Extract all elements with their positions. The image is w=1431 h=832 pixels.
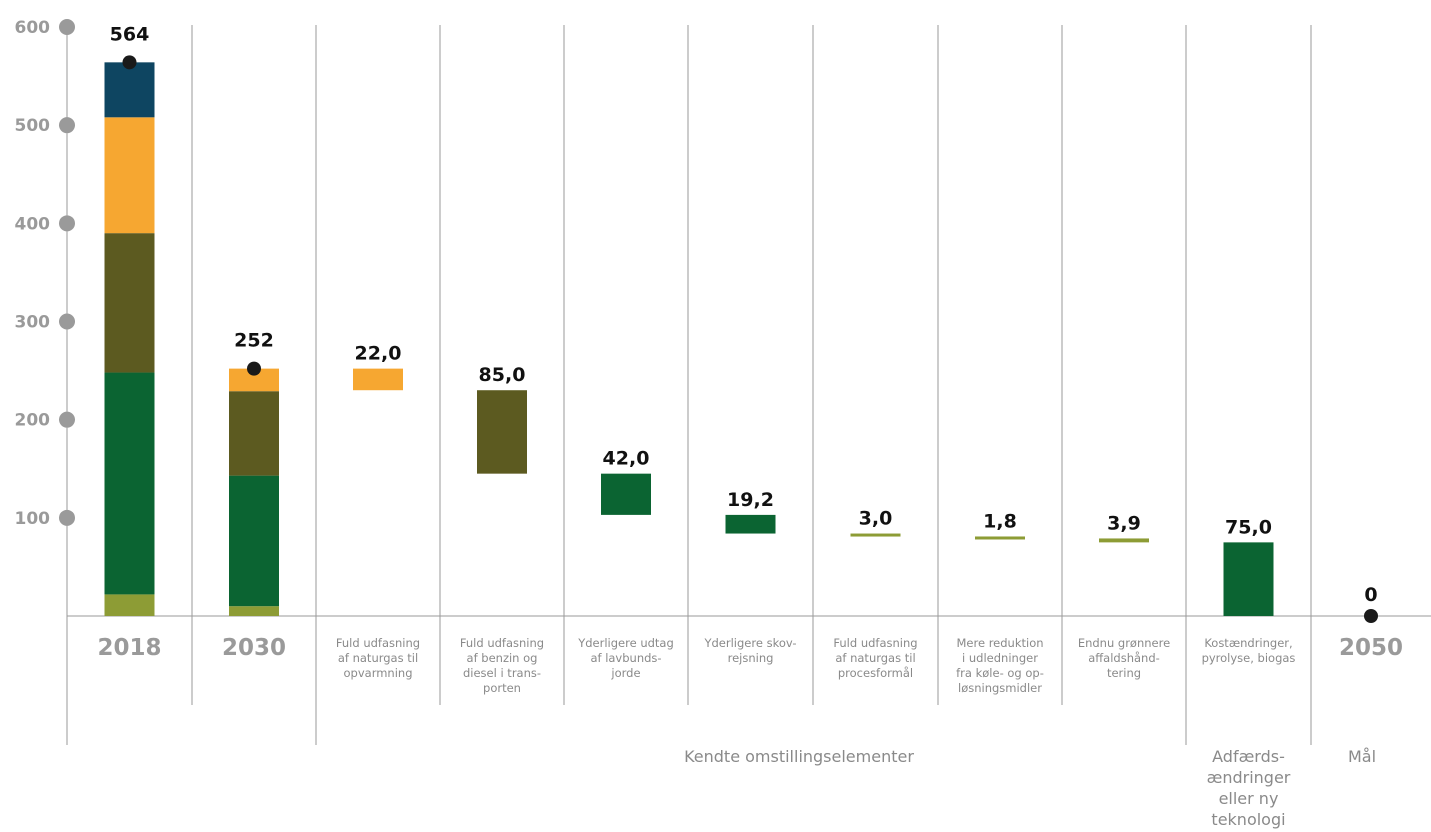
step-bar bbox=[1223, 542, 1274, 616]
step-value-label: 22,0 bbox=[355, 343, 402, 365]
step-description: Yderligere udtag bbox=[577, 636, 674, 650]
step-description: procesformål bbox=[838, 666, 913, 680]
step-description: i udledninger bbox=[962, 651, 1038, 665]
step-description: Mere reduktion bbox=[956, 636, 1043, 650]
stack-segment bbox=[104, 117, 155, 234]
step-description: tering bbox=[1107, 666, 1141, 680]
step-description: diesel i trans- bbox=[463, 666, 541, 680]
step-description: rejsning bbox=[728, 651, 774, 665]
step-bar bbox=[725, 514, 776, 534]
goal-label: 2050 bbox=[1339, 635, 1403, 661]
bars bbox=[104, 55, 1378, 623]
y-tick-dot bbox=[59, 19, 75, 35]
step-value-label: 85,0 bbox=[479, 364, 526, 386]
goal-value-label: 0 bbox=[1364, 584, 1377, 606]
y-tick-dot bbox=[59, 509, 75, 526]
step-description: Fuld udfasning bbox=[336, 636, 420, 650]
y-tick-dot bbox=[59, 313, 75, 330]
step-description: Fuld udfasning bbox=[460, 636, 544, 650]
y-tick-label: 600 bbox=[15, 18, 51, 38]
y-tick-label: 400 bbox=[15, 214, 51, 234]
y-tick-dot bbox=[59, 215, 75, 232]
stack-segment bbox=[229, 475, 279, 607]
step-value-label: 42,0 bbox=[603, 448, 650, 470]
step-value-label: 3,0 bbox=[859, 508, 893, 530]
stack-segment bbox=[229, 368, 279, 392]
step-description: jorde bbox=[610, 666, 640, 680]
total-label: 564 bbox=[110, 23, 150, 45]
y-tick-label: 300 bbox=[15, 313, 51, 333]
y-tick-dot bbox=[59, 117, 75, 134]
step-value-label: 1,8 bbox=[983, 510, 1017, 532]
step-value-label: 75,0 bbox=[1225, 516, 1272, 538]
group-label: eller ny bbox=[1219, 789, 1279, 808]
step-description: Fuld udfasning bbox=[833, 636, 917, 650]
step-bar bbox=[1099, 538, 1149, 543]
step-description: Endnu grønnere bbox=[1078, 636, 1170, 650]
goal-marker bbox=[1364, 609, 1378, 623]
step-description: af benzin og bbox=[467, 651, 538, 665]
stack-segment bbox=[104, 233, 155, 373]
stack-segment bbox=[104, 372, 155, 595]
step-bar bbox=[353, 368, 403, 391]
grid-lines bbox=[66, 25, 1431, 745]
group-label: Adfærds- bbox=[1212, 747, 1285, 766]
group-label: teknologi bbox=[1211, 810, 1285, 829]
step-description: fra køle- og op- bbox=[956, 666, 1044, 680]
step-description: af naturgas til bbox=[835, 651, 915, 665]
step-bar bbox=[850, 533, 901, 537]
category-label: 2018 bbox=[97, 635, 161, 661]
stack-segment bbox=[104, 62, 155, 118]
step-bar bbox=[975, 536, 1025, 540]
step-bar bbox=[601, 473, 651, 515]
y-tick-label: 500 bbox=[15, 116, 51, 136]
total-marker bbox=[247, 361, 261, 376]
step-bar bbox=[477, 390, 527, 474]
step-description: porten bbox=[483, 681, 521, 695]
total-marker bbox=[122, 55, 137, 70]
step-value-label: 3,9 bbox=[1107, 512, 1141, 534]
step-value-label: 19,2 bbox=[727, 489, 774, 511]
step-description: opvarmning bbox=[344, 666, 413, 680]
step-description: affaldshånd- bbox=[1088, 651, 1160, 665]
step-description: af lavbunds- bbox=[590, 651, 661, 665]
step-description: af naturgas til bbox=[338, 651, 418, 665]
group-label: Mål bbox=[1348, 747, 1376, 766]
step-description: løsningsmidler bbox=[958, 681, 1042, 695]
y-tick-label: 200 bbox=[15, 411, 51, 431]
y-tick-label: 100 bbox=[15, 509, 51, 529]
stack-segment bbox=[104, 594, 155, 616]
category-label: 2030 bbox=[222, 635, 286, 661]
group-label: ændringer bbox=[1207, 768, 1291, 787]
total-label: 252 bbox=[234, 330, 274, 352]
group-label: Kendte omstillingselementer bbox=[684, 747, 914, 766]
y-axis: 100 200 300 400 500 600 bbox=[15, 18, 75, 529]
stack-segment bbox=[229, 391, 279, 476]
step-description: pyrolyse, biogas bbox=[1202, 651, 1296, 665]
y-tick-dot bbox=[59, 411, 75, 428]
stack-segment bbox=[229, 606, 279, 616]
step-description: Yderligere skov- bbox=[703, 636, 796, 650]
step-description: Kostændringer, bbox=[1204, 636, 1292, 650]
